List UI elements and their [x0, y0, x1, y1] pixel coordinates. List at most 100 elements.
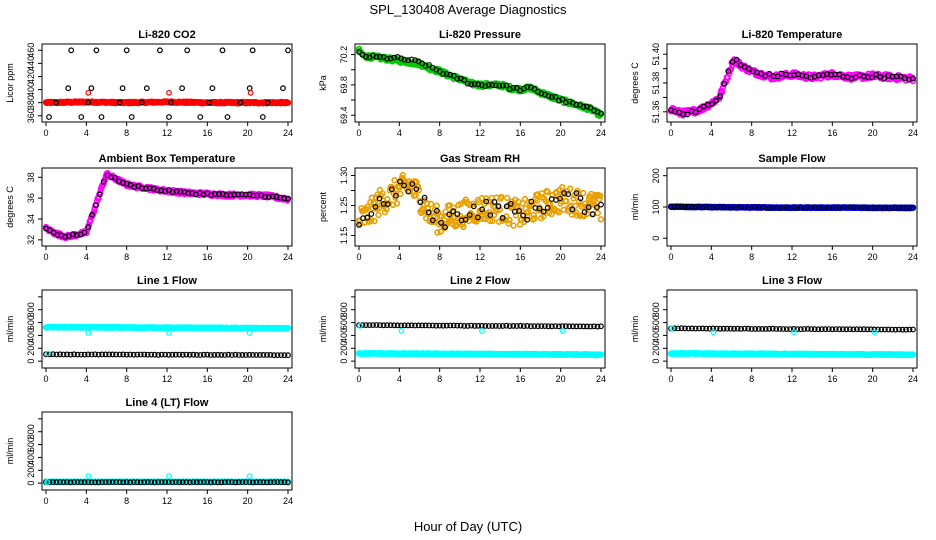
- data-point: [190, 351, 197, 358]
- data-point: [815, 204, 822, 211]
- data-point: [811, 326, 818, 333]
- data-point: [141, 351, 148, 358]
- data-point: [552, 94, 559, 100]
- data-point: [889, 204, 895, 211]
- data-point: [479, 328, 485, 334]
- data-point: [868, 204, 874, 211]
- data-point: [225, 479, 232, 486]
- data-point: [847, 326, 853, 333]
- data-point: [172, 479, 179, 486]
- data-point: [169, 479, 176, 486]
- data-point: [584, 323, 590, 330]
- data-point: [524, 84, 531, 90]
- data-point: [559, 96, 566, 103]
- data-point: [734, 204, 741, 211]
- x-tick-label: 24: [283, 128, 293, 138]
- data-point: [250, 192, 257, 199]
- data-point: [197, 114, 204, 120]
- data-point: [127, 479, 134, 486]
- data-point: [412, 57, 419, 63]
- data-point: [179, 479, 186, 486]
- data-point: [892, 204, 899, 211]
- data-point: [284, 99, 292, 106]
- data-point: [556, 97, 562, 104]
- data-point: [370, 52, 376, 59]
- data-point: [745, 325, 752, 332]
- data-point: [703, 325, 709, 332]
- data-point: [447, 322, 454, 329]
- x-tick-label: 12: [475, 374, 485, 384]
- data-point: [524, 216, 531, 223]
- data-point: [896, 204, 902, 211]
- data-point: [284, 324, 292, 332]
- data-point: [98, 114, 105, 120]
- data-point: [528, 201, 536, 208]
- data-point: [724, 204, 730, 211]
- x-tick-label: 12: [787, 252, 797, 262]
- data-point: [415, 322, 422, 329]
- data-point: [783, 204, 790, 211]
- data-point: [528, 323, 534, 330]
- data-point: [85, 330, 92, 336]
- data-point: [869, 74, 875, 81]
- x-tick-label: 12: [162, 374, 172, 384]
- data-point: [165, 351, 172, 358]
- data-point: [598, 201, 604, 208]
- data-point: [710, 329, 717, 336]
- data-point: [53, 351, 60, 358]
- chart-panel: Ambient Box Temperature degrees C 0 4 8 12 16 2…: [5, 153, 293, 262]
- data-point: [797, 326, 804, 333]
- data-point: [748, 326, 755, 332]
- data-point: [717, 204, 723, 211]
- data-point: [668, 203, 674, 210]
- data-point: [177, 188, 184, 195]
- data-point: [832, 204, 839, 211]
- data-point: [882, 326, 888, 333]
- data-point: [81, 351, 88, 358]
- data-point: [721, 80, 728, 87]
- x-tick-label: 8: [749, 128, 754, 138]
- data-point: [225, 351, 232, 358]
- data-point: [247, 89, 254, 96]
- data-point: [235, 479, 242, 486]
- data-point: [906, 326, 913, 333]
- data-point: [466, 212, 473, 218]
- data-point: [398, 328, 405, 334]
- data-point: [193, 352, 200, 358]
- data-point: [689, 325, 695, 332]
- data-point: [510, 323, 517, 329]
- data-point: [264, 352, 270, 358]
- data-point: [871, 329, 878, 336]
- data-point: [264, 99, 271, 106]
- y-tick-label: 600: [651, 315, 661, 330]
- x-tick-label: 16: [827, 128, 837, 138]
- data-point: [524, 323, 531, 329]
- data-point: [675, 203, 681, 210]
- data-point: [555, 209, 563, 216]
- data-point: [92, 351, 98, 358]
- data-point: [69, 231, 76, 238]
- data-point: [598, 110, 604, 117]
- data-point: [267, 352, 274, 358]
- data-point: [521, 195, 529, 203]
- data-point: [440, 322, 447, 329]
- data-point: [528, 198, 535, 205]
- data-point: [183, 351, 190, 358]
- data-point: [209, 85, 216, 92]
- y-tick-label: 1.30: [339, 167, 349, 185]
- data-point: [106, 351, 112, 358]
- data-point: [503, 82, 510, 89]
- x-tick-label: 4: [709, 374, 714, 384]
- data-point: [371, 217, 378, 225]
- data-point: [169, 189, 176, 196]
- data-point: [566, 185, 574, 192]
- data-point: [67, 479, 74, 486]
- panel-title: Li-820 Pressure: [439, 29, 521, 41]
- data-point: [388, 186, 395, 193]
- data-point: [85, 473, 92, 480]
- data-point: [85, 479, 91, 486]
- data-point: [535, 323, 541, 330]
- data-point: [818, 326, 825, 333]
- data-point: [759, 204, 766, 211]
- data-point: [88, 85, 95, 92]
